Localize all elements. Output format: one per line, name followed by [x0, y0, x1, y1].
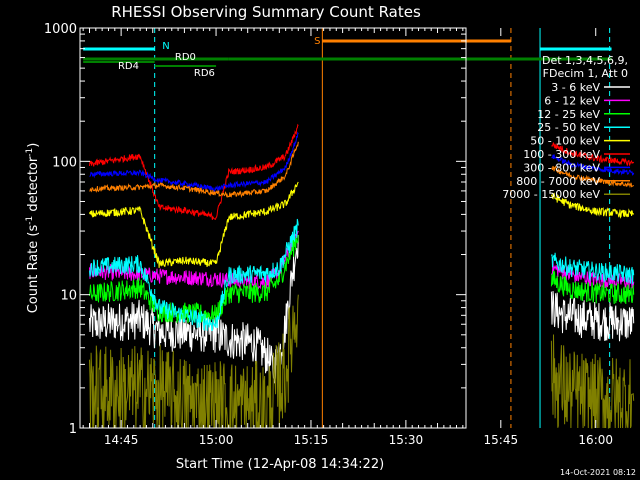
series-50-100-kev-seg-1 — [550, 192, 635, 219]
x-tick-label-1530: 15:30 — [389, 433, 424, 447]
chart-title: RHESSI Observing Summary Count Rates — [111, 3, 421, 21]
x-tick-label-1545: 15:45 — [484, 433, 519, 447]
y-tick-label-1: 1 — [69, 422, 77, 437]
count-rate-series — [89, 123, 635, 429]
series-300-800-kev-seg-0 — [89, 131, 299, 192]
legend-label-50-100: 50 - 100 keV — [530, 135, 600, 148]
y-tick-label-1000: 1000 — [44, 22, 77, 37]
x-tick-label-1500: 15:00 — [199, 433, 234, 447]
bar-label-s: S — [314, 36, 320, 47]
legend-label-3-6: 3 - 6 keV — [551, 81, 600, 94]
y-tick-label-100: 100 — [52, 155, 77, 170]
series-12-25-kev-seg-1 — [550, 270, 635, 305]
series-800-7000-kev-seg-1 — [551, 165, 635, 189]
legend-label-25-50: 25 - 50 keV — [537, 121, 600, 134]
series-800-7000-kev-seg-0 — [89, 141, 299, 199]
y-tick-label-10: 10 — [60, 289, 77, 304]
bar-label-rd6: RD6 — [194, 68, 215, 79]
y-axis-label: Count Rate (s-1 detector-1) — [25, 143, 41, 314]
legend: Det 1,3,4,5,6,9,FDecim 1, Att 03 - 6 keV… — [502, 54, 630, 201]
state-bars: N S RD0 RD4 RD6 — [83, 36, 612, 79]
x-tick-label-1445: 14:45 — [104, 433, 139, 447]
legend-header-1: FDecim 1, Att 0 — [543, 67, 628, 80]
bar-label-n: N — [162, 41, 169, 52]
series-25-50-kev-seg-0 — [89, 218, 299, 332]
legend-label-100-300: 100 - 300 keV — [523, 148, 600, 161]
series-7000-15000-kev-seg-1 — [550, 334, 635, 429]
legend-label-300-800: 300 - 800 keV — [523, 161, 600, 174]
bar-label-rd0: RD0 — [175, 52, 196, 63]
bar-label-rd4: RD4 — [118, 61, 139, 72]
series-50-100-kev-seg-0 — [89, 181, 299, 268]
legend-label-7000-15000: 7000 - 15000 keV — [502, 188, 600, 201]
series-12-25-kev-seg-0 — [89, 234, 299, 325]
series-100-300-kev-seg-1 — [551, 142, 635, 166]
series-3-6-kev-seg-1 — [550, 291, 635, 342]
x-tick-label-1515: 15:15 — [294, 433, 329, 447]
legend-label-12-25: 12 - 25 keV — [537, 108, 600, 121]
x-axis-label: Start Time (12-Apr-08 14:34:22) — [176, 457, 384, 472]
timestamp: 14-Oct-2021 08:12 — [560, 468, 636, 477]
legend-label-6-12: 6 - 12 keV — [544, 94, 600, 107]
legend-header-0: Det 1,3,4,5,6,9, — [542, 54, 628, 67]
series-100-300-kev-seg-0 — [89, 123, 299, 221]
x-tick-label-1600: 16:00 — [578, 433, 613, 447]
series-25-50-kev-seg-1 — [550, 252, 635, 285]
legend-label-800-7000: 800 - 7000 keV — [516, 175, 600, 188]
series-300-800-kev-seg-1 — [551, 154, 635, 176]
series-3-6-kev-seg-0 — [89, 234, 299, 384]
axes: 14:45 15:00 15:15 15:30 15:45 16:00 1 10 100 1000 — [44, 22, 613, 447]
